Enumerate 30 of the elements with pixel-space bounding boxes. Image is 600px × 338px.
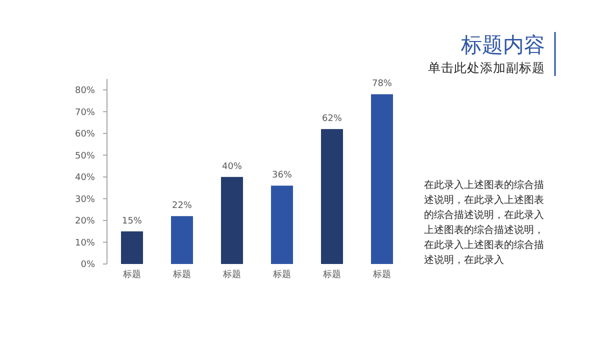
bar	[221, 176, 243, 264]
text: 在此录入上述图表的综合描述说明，在此录入上述图表的综合描述说明，在此录入上述图表的综合描述说明，在此录入上述图表的综合描述说明，在此录入	[424, 179, 544, 266]
bar	[271, 186, 293, 264]
text: 标题内容	[460, 33, 545, 57]
y-tick-label: 50%	[74, 151, 96, 162]
bar	[171, 216, 193, 264]
data-label: 22%	[172, 201, 192, 212]
y-tick-label: 40%	[74, 173, 96, 184]
x-tick-label: 标题	[322, 269, 341, 280]
data-label: 62%	[322, 114, 342, 124]
y-tick-label: 10%	[74, 238, 96, 248]
x-tick-label: 标题	[272, 269, 291, 280]
text: 单击此处添加副标题	[428, 60, 545, 75]
data-label: 78%	[372, 79, 392, 90]
y-tick-label: 70%	[74, 108, 96, 118]
y-tick-label: 20%	[74, 216, 96, 227]
data-label: 15%	[122, 216, 142, 226]
y-tick-label: 80%	[74, 86, 96, 96]
bar	[321, 129, 343, 264]
x-tick-label: 标题	[222, 269, 241, 280]
y-tick-label: 0%	[80, 260, 96, 270]
bar	[371, 94, 393, 264]
x-tick-label: 标题	[172, 269, 191, 280]
y-tick-label: 30%	[74, 194, 96, 205]
bar	[121, 231, 143, 264]
x-tick-label: 标题	[122, 269, 141, 280]
data-label: 40%	[222, 162, 242, 172]
data-label: 36%	[272, 170, 292, 181]
x-tick-label: 标题	[372, 269, 391, 280]
y-tick-label: 60%	[74, 130, 96, 140]
